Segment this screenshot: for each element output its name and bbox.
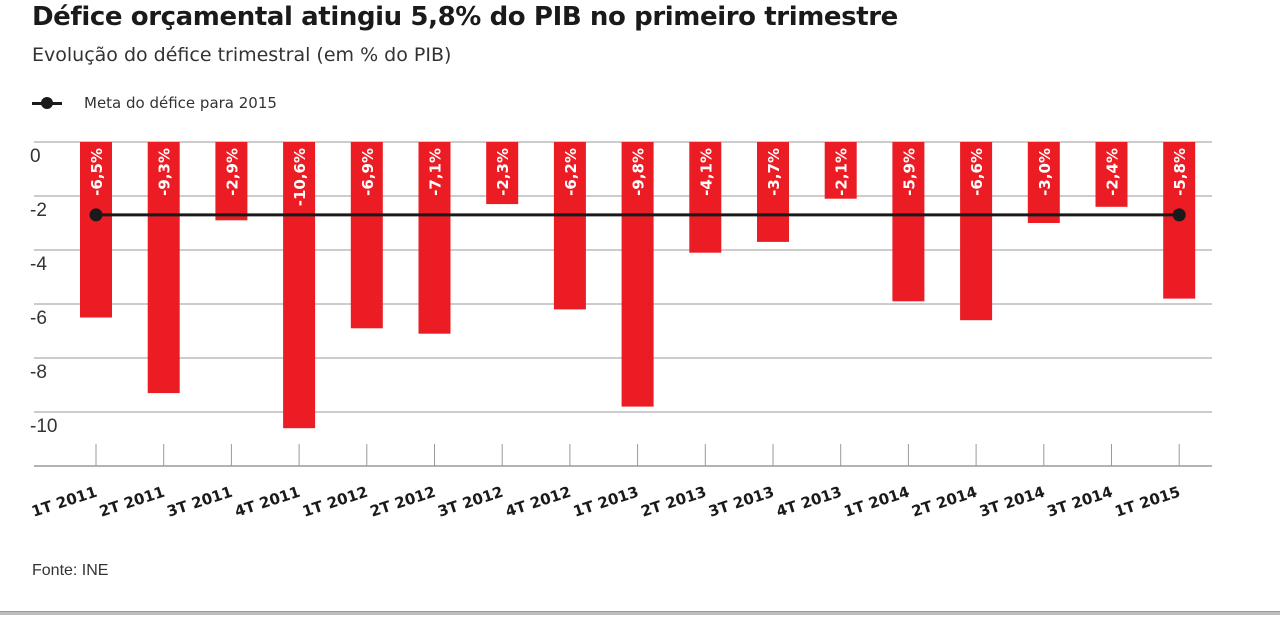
x-tick-label: 1T 2015 <box>1113 483 1183 521</box>
bar-value-label: -9,8% <box>630 148 648 196</box>
bar <box>350 142 383 329</box>
target-line-legend-icon <box>32 96 62 110</box>
bar-value-label: -4,1% <box>697 148 715 196</box>
y-tick-label: 0 <box>30 146 41 167</box>
bar <box>147 142 180 394</box>
bar-value-label: -2,9% <box>223 148 241 196</box>
x-tick-label: 2T 2014 <box>909 483 979 521</box>
bar-value-label: -6,9% <box>359 148 377 196</box>
x-tick-label: 1T 2014 <box>842 483 912 521</box>
bar <box>418 142 451 334</box>
x-tick-label: 3T 2011 <box>165 483 235 521</box>
bar-value-label: -5,8% <box>1171 148 1189 196</box>
bar <box>80 142 112 318</box>
x-tick-label: 2T 2012 <box>368 483 438 521</box>
x-tick-label: 1T 2012 <box>300 483 370 521</box>
chart-subtitle: Evolução do défice trimestral (em % do P… <box>32 44 452 66</box>
target-line-end-marker <box>1172 208 1186 222</box>
source-note: Fonte: INE <box>32 562 109 579</box>
bar-value-label: -2,3% <box>494 148 512 196</box>
x-tick-label: 4T 2012 <box>503 483 573 521</box>
bar-value-label: -6,5% <box>88 148 106 196</box>
legend-label: Meta do défice para 2015 <box>84 94 277 112</box>
bottom-rule <box>0 611 1280 615</box>
bar-value-label: -6,6% <box>968 148 986 196</box>
bar-value-label: -2,4% <box>1104 148 1122 196</box>
bar-value-label: -7,1% <box>427 148 445 196</box>
bar <box>757 142 789 242</box>
bar <box>215 142 248 221</box>
x-tick-label: 1T 2013 <box>571 483 641 521</box>
bar-value-label: -3,7% <box>765 148 783 196</box>
bar-value-label: -5,9% <box>900 148 918 196</box>
y-tick-label: -8 <box>30 362 47 383</box>
bar-value-label: -10,6% <box>291 148 309 206</box>
bar <box>824 142 857 199</box>
bar <box>553 142 586 310</box>
x-tick-label: 3T 2013 <box>706 483 776 521</box>
x-tick-label: 1T 2011 <box>29 483 99 521</box>
x-tick-label: 4T 2013 <box>774 483 844 521</box>
bar <box>283 142 316 429</box>
target-line-start-marker <box>89 208 103 222</box>
bar-value-label: -2,1% <box>833 148 851 196</box>
bar <box>892 142 925 302</box>
bar <box>621 142 654 407</box>
bar-value-label: -6,2% <box>562 148 580 196</box>
bar-value-label: -3,0% <box>1036 148 1054 196</box>
bar <box>960 142 993 321</box>
x-tick-label: 2T 2011 <box>97 483 167 521</box>
bar <box>689 142 722 253</box>
y-tick-label: -4 <box>30 254 47 275</box>
x-tick-label: 3T 2014 <box>977 483 1047 521</box>
y-tick-label: -2 <box>30 200 47 221</box>
x-tick-label: 3T 2012 <box>436 483 506 521</box>
chart-title: Défice orçamental atingiu 5,8% do PIB no… <box>32 2 898 32</box>
x-tick-label: 4T 2011 <box>232 483 302 521</box>
bar <box>1095 142 1128 207</box>
legend: Meta do défice para 2015 <box>32 92 277 114</box>
y-tick-label: -6 <box>30 308 47 329</box>
bar <box>1027 142 1060 223</box>
x-tick-label: 3T 2014 <box>1045 483 1115 521</box>
y-tick-label: -10 <box>30 416 57 437</box>
bar-value-label: -9,3% <box>156 148 174 196</box>
bar <box>486 142 519 205</box>
x-tick-label: 2T 2013 <box>639 483 709 521</box>
